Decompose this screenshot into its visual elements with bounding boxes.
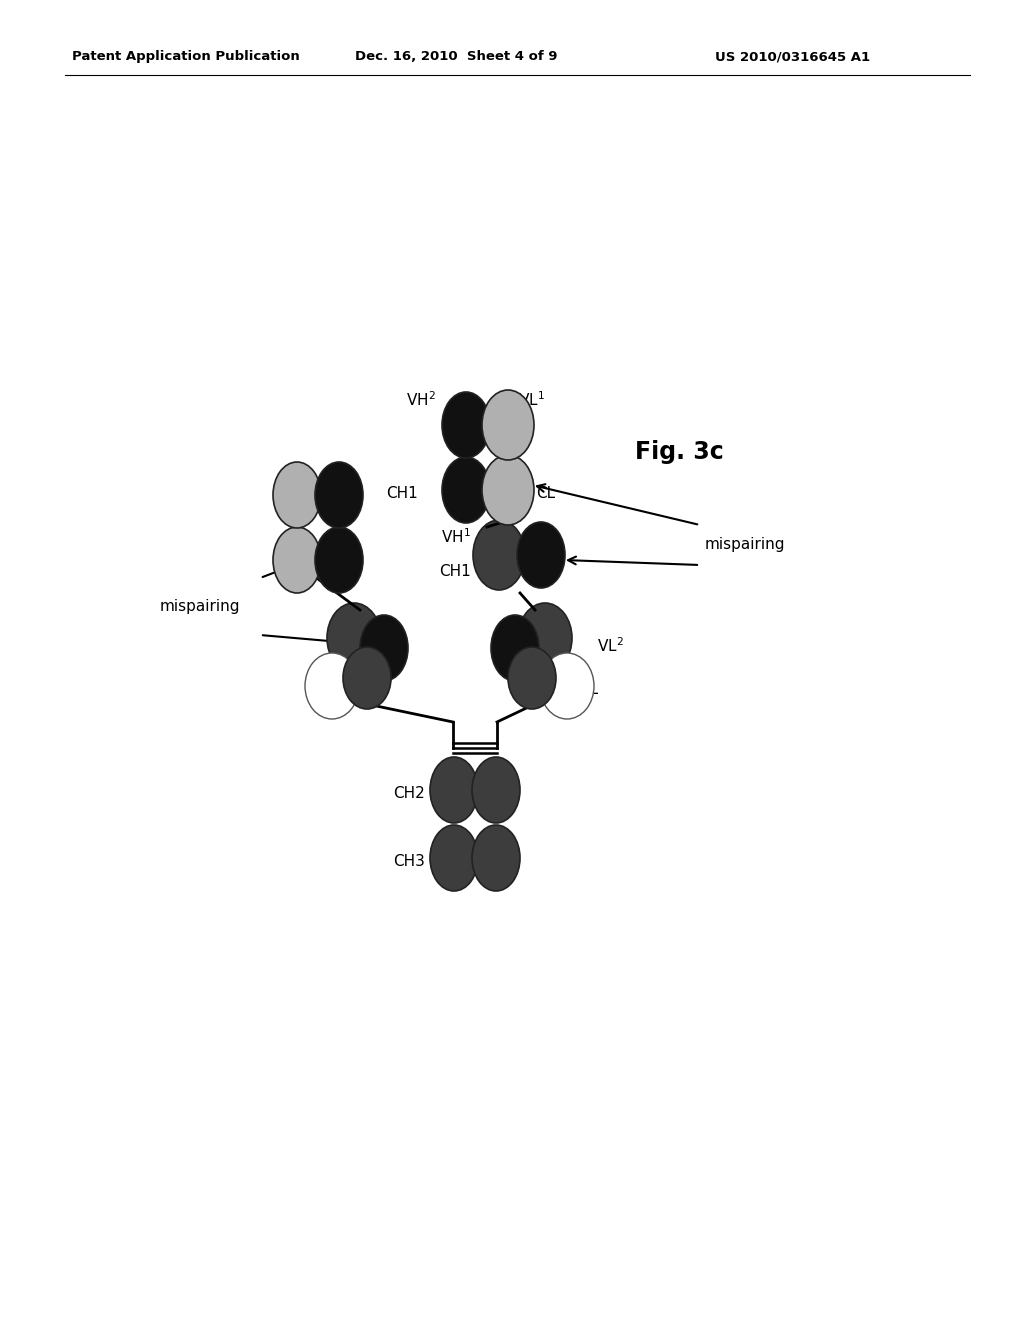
- Text: CL: CL: [536, 487, 555, 502]
- Text: Patent Application Publication: Patent Application Publication: [72, 50, 300, 63]
- Ellipse shape: [472, 825, 520, 891]
- Ellipse shape: [517, 521, 565, 587]
- Text: mispairing: mispairing: [160, 598, 241, 614]
- Ellipse shape: [518, 603, 572, 673]
- Ellipse shape: [482, 455, 534, 525]
- Text: CH3: CH3: [393, 854, 425, 870]
- Text: VL$^2$: VL$^2$: [597, 636, 624, 655]
- Text: CH1: CH1: [439, 564, 471, 578]
- Text: VH$^2$: VH$^2$: [407, 389, 436, 409]
- Text: Dec. 16, 2010  Sheet 4 of 9: Dec. 16, 2010 Sheet 4 of 9: [355, 50, 557, 63]
- Ellipse shape: [482, 389, 534, 459]
- Ellipse shape: [540, 653, 594, 719]
- Ellipse shape: [442, 392, 490, 458]
- Text: CH1: CH1: [386, 487, 418, 502]
- Ellipse shape: [273, 462, 321, 528]
- Ellipse shape: [343, 647, 391, 709]
- Ellipse shape: [473, 520, 525, 590]
- Ellipse shape: [442, 457, 490, 523]
- Ellipse shape: [305, 653, 359, 719]
- Text: VH$^1$: VH$^1$: [441, 528, 471, 546]
- Ellipse shape: [430, 825, 478, 891]
- Text: Fig. 3c: Fig. 3c: [635, 440, 724, 465]
- Ellipse shape: [430, 756, 478, 822]
- Ellipse shape: [315, 527, 362, 593]
- Ellipse shape: [360, 615, 408, 681]
- Ellipse shape: [490, 615, 539, 681]
- Ellipse shape: [472, 756, 520, 822]
- Text: CL: CL: [579, 682, 598, 697]
- Text: mispairing: mispairing: [705, 537, 785, 553]
- Text: CH2: CH2: [393, 787, 425, 801]
- Ellipse shape: [327, 603, 381, 673]
- Ellipse shape: [508, 647, 556, 709]
- Text: US 2010/0316645 A1: US 2010/0316645 A1: [715, 50, 870, 63]
- Ellipse shape: [315, 462, 362, 528]
- Ellipse shape: [273, 527, 321, 593]
- Text: VL$^1$: VL$^1$: [518, 389, 545, 409]
